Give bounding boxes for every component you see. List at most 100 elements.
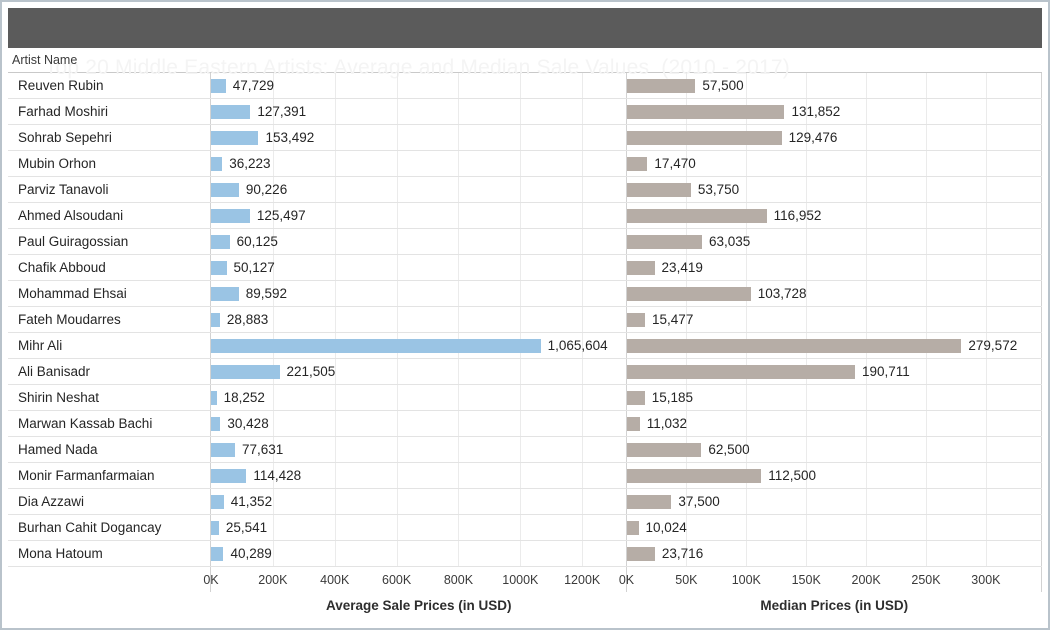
gridline	[925, 177, 927, 202]
median-chart-cell: 63,035	[626, 229, 1042, 254]
axis-tick-row: 0K 200K 400K 600K 800K 1000K 1200K 0K 50K 100K 15…	[8, 567, 1042, 592]
avg-bar[interactable]	[211, 260, 227, 275]
avg-bar[interactable]	[211, 234, 230, 249]
avg-value-label: 127,391	[257, 104, 307, 119]
avg-bar[interactable]	[211, 364, 280, 379]
median-bar[interactable]	[626, 390, 645, 405]
gridline	[866, 489, 868, 514]
gridline	[746, 541, 748, 566]
artist-label: Mona Hatoum	[8, 541, 211, 566]
median-bar[interactable]	[626, 442, 702, 457]
median-bar[interactable]	[626, 234, 702, 249]
gridline	[925, 151, 927, 176]
artist-label: Hamed Nada	[8, 437, 211, 462]
avg-bar[interactable]	[211, 546, 224, 561]
avg-bar[interactable]	[211, 130, 259, 145]
avg-value-label: 28,883	[226, 312, 269, 327]
gridline	[866, 307, 868, 332]
median-bar[interactable]	[626, 208, 767, 223]
axis-tick-label: 200K	[258, 573, 288, 587]
avg-bar[interactable]	[211, 494, 224, 509]
median-bar[interactable]	[626, 156, 648, 171]
median-value-label: 15,477	[652, 312, 694, 327]
chart-rows: Reuven Rubin 47,729 57,500 Farhad Moshiri 12…	[8, 73, 1042, 567]
gridline	[582, 307, 584, 332]
gridline	[866, 411, 868, 436]
artist-label: Farhad Moshiri	[8, 99, 211, 124]
avg-chart-cell: 47,729	[211, 73, 627, 98]
gridline	[458, 73, 460, 98]
gridline	[334, 515, 336, 540]
median-bar[interactable]	[626, 104, 785, 119]
avg-bar[interactable]	[211, 312, 220, 327]
median-bar[interactable]	[626, 312, 646, 327]
gridline	[582, 151, 584, 176]
avg-bar[interactable]	[211, 104, 251, 119]
gridline	[806, 203, 808, 228]
gridline	[520, 541, 522, 566]
avg-value-label: 90,226	[245, 182, 288, 197]
median-bar[interactable]	[626, 364, 855, 379]
avg-value-label: 25,541	[225, 520, 268, 535]
gridline	[866, 255, 868, 280]
gridline	[458, 177, 460, 202]
gridline	[396, 255, 398, 280]
gridline	[582, 281, 584, 306]
median-bar[interactable]	[626, 468, 762, 483]
median-bar[interactable]	[626, 78, 696, 93]
median-bar[interactable]	[626, 286, 751, 301]
artist-label: Parviz Tanavoli	[8, 177, 211, 202]
gridline	[985, 541, 987, 566]
axis-tick-label: 400K	[320, 573, 350, 587]
axis-tick-label: 800K	[443, 573, 474, 587]
gridline	[396, 125, 398, 150]
avg-bar[interactable]	[211, 468, 247, 483]
median-bar[interactable]	[626, 546, 655, 561]
avg-bar[interactable]	[211, 156, 223, 171]
gridline	[985, 151, 987, 176]
median-bar[interactable]	[626, 494, 672, 509]
avg-bar[interactable]	[211, 520, 219, 535]
avg-bar[interactable]	[211, 286, 239, 301]
gridline	[985, 73, 987, 98]
median-bar[interactable]	[626, 130, 782, 145]
median-bar[interactable]	[626, 416, 640, 431]
gridline	[866, 463, 868, 488]
gridline	[458, 125, 460, 150]
gridline	[396, 203, 398, 228]
gridline	[866, 437, 868, 462]
table-row: Fateh Moudarres 28,883 15,477	[8, 307, 1042, 333]
median-value-label: 11,032	[646, 416, 687, 431]
median-chart-cell: 103,728	[626, 281, 1042, 306]
median-bar[interactable]	[626, 182, 691, 197]
gridline	[520, 489, 522, 514]
gridline	[746, 437, 748, 462]
gridline	[458, 255, 460, 280]
gridline	[334, 359, 336, 384]
artist-name-column-header: Artist Name	[12, 53, 78, 67]
gridline	[686, 385, 688, 410]
median-bar[interactable]	[626, 338, 962, 353]
gridline	[806, 229, 808, 254]
gridline	[582, 385, 584, 410]
avg-bar[interactable]	[211, 442, 235, 457]
gridline	[458, 151, 460, 176]
gridline	[806, 541, 808, 566]
avg-bar[interactable]	[211, 182, 239, 197]
axis-title-spacer	[8, 592, 211, 620]
avg-bar[interactable]	[211, 208, 250, 223]
median-chart-cell: 53,750	[626, 177, 1042, 202]
median-bar[interactable]	[626, 260, 655, 275]
median-bar[interactable]	[626, 520, 639, 535]
median-value-label: 57,500	[702, 78, 744, 93]
avg-bar[interactable]	[211, 338, 541, 353]
avg-bar[interactable]	[211, 416, 221, 431]
gridline	[746, 73, 748, 98]
gridline	[746, 515, 748, 540]
avg-bar[interactable]	[211, 390, 217, 405]
gridline	[272, 437, 274, 462]
gridline	[458, 229, 460, 254]
gridline	[396, 411, 398, 436]
avg-bar[interactable]	[211, 78, 226, 93]
avg-chart-cell: 50,127	[211, 255, 627, 280]
